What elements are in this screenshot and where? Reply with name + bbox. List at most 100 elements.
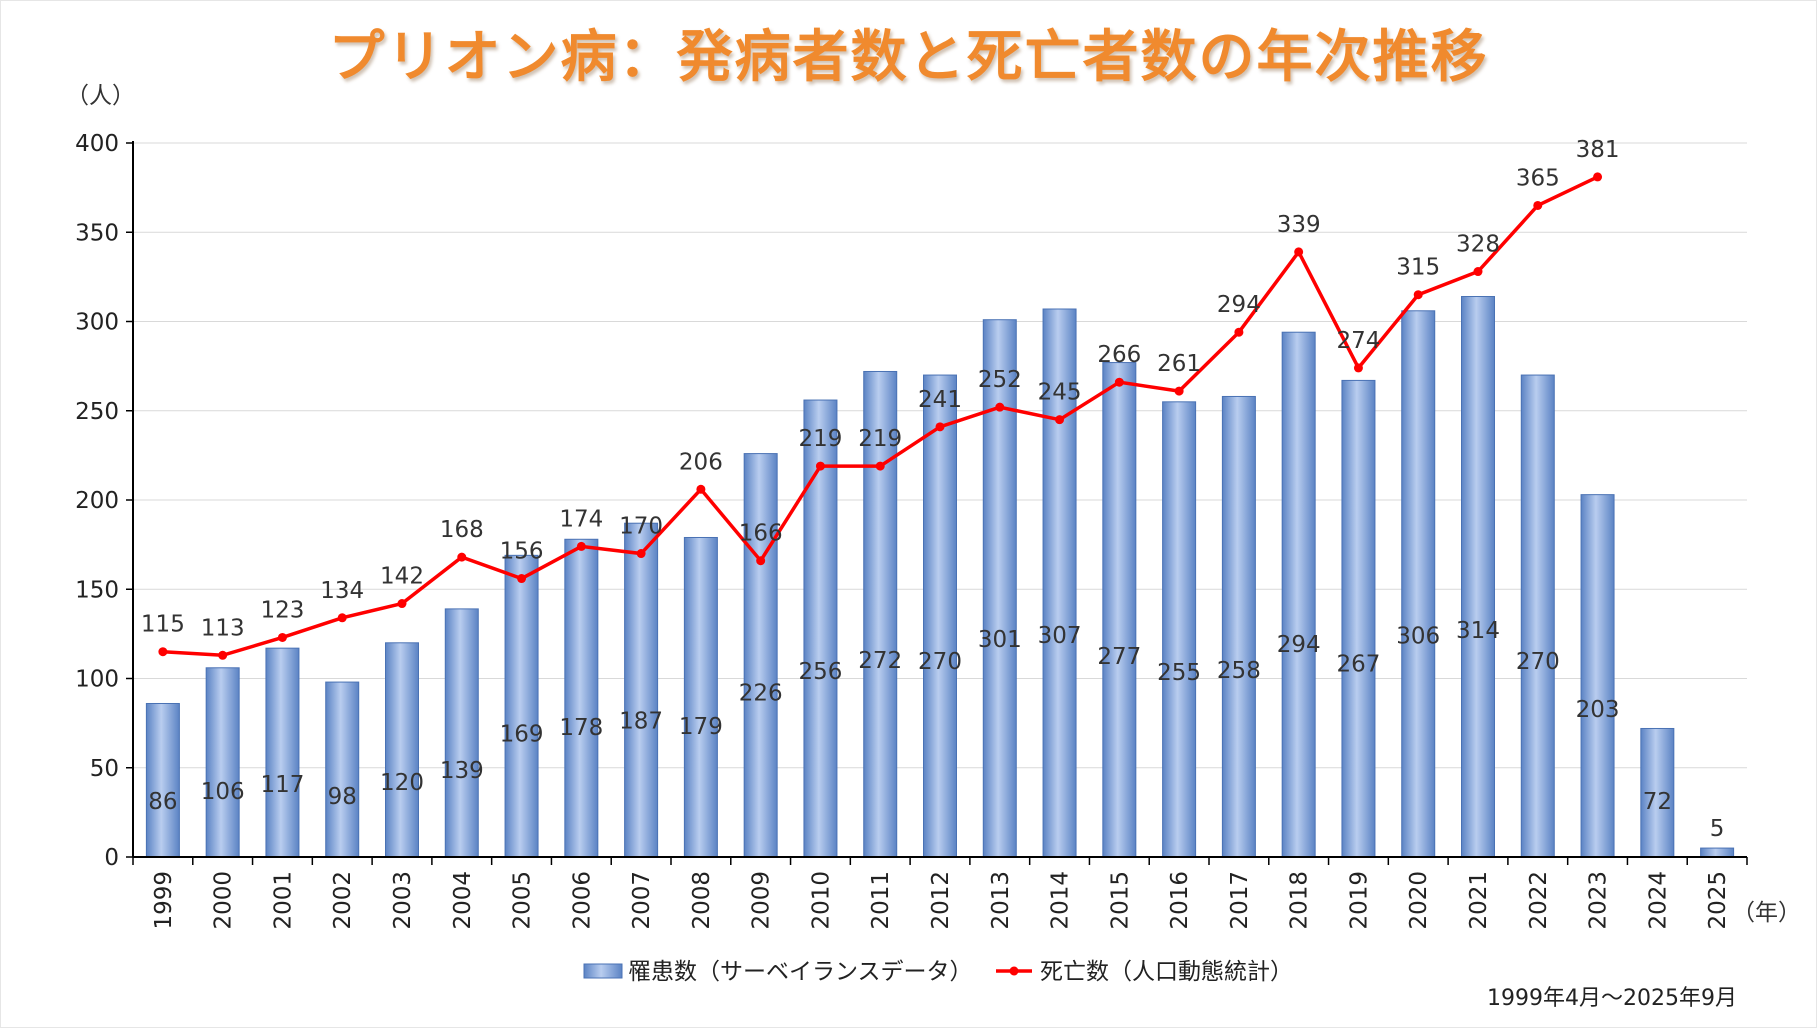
- bar: [863, 370, 898, 858]
- death-point: [1294, 247, 1304, 257]
- x-tick-label: 2025: [1705, 871, 1731, 930]
- line-value-label: 123: [260, 597, 304, 623]
- death-point: [935, 422, 945, 432]
- bar: [803, 399, 838, 858]
- x-tick-label: 2016: [1167, 871, 1193, 930]
- bar: [1580, 494, 1615, 858]
- death-point: [457, 552, 467, 562]
- line-value-label: 266: [1097, 342, 1141, 368]
- x-tick-label: 2021: [1466, 871, 1492, 930]
- bar: [1221, 395, 1256, 858]
- legend-bar-swatch: [583, 963, 623, 979]
- bar: [1401, 310, 1436, 858]
- bar-value-label: 139: [440, 758, 484, 784]
- bar: [923, 374, 957, 858]
- line-value-label: 134: [320, 578, 364, 604]
- line-value-label: 294: [1217, 292, 1261, 318]
- death-point: [875, 461, 885, 471]
- bar-value-label: 179: [679, 714, 723, 740]
- bar: [1640, 727, 1675, 858]
- line-value-label: 168: [440, 517, 484, 543]
- y-tick-label: 150: [75, 577, 119, 603]
- death-point: [158, 647, 168, 657]
- bar: [1162, 401, 1197, 858]
- bar-value-label: 86: [148, 789, 177, 815]
- bar-value-label: 270: [918, 649, 962, 675]
- bar-value-label: 301: [978, 627, 1022, 653]
- y-axis-label: （人）: [66, 83, 135, 109]
- death-point: [696, 484, 706, 494]
- line-value-label: 206: [679, 449, 723, 475]
- death-point: [1533, 200, 1543, 210]
- y-tick-label: 200: [75, 488, 119, 514]
- line-value-label: 166: [739, 521, 783, 547]
- x-tick-label: 2017: [1227, 871, 1253, 930]
- death-point: [815, 461, 825, 471]
- line-value-label: 241: [918, 387, 962, 413]
- line-value-label: 252: [978, 367, 1022, 393]
- line-value-label: 170: [619, 514, 663, 540]
- x-tick-label: 2005: [510, 871, 536, 930]
- x-tick-label: 2015: [1107, 871, 1133, 930]
- x-tick-label: 2001: [270, 871, 296, 930]
- bar-value-label: 203: [1576, 697, 1620, 723]
- bar: [1520, 374, 1555, 858]
- line-value-label: 142: [380, 564, 424, 590]
- line-value-label: 339: [1277, 212, 1321, 238]
- bar: [683, 536, 718, 858]
- legend-bar-label: 罹患数（サーベイランスデータ）: [628, 959, 973, 985]
- legend-line-marker: [1009, 966, 1019, 976]
- x-tick-label: 2023: [1586, 871, 1612, 930]
- death-point: [517, 574, 527, 584]
- death-point: [995, 402, 1005, 412]
- death-point: [1174, 386, 1184, 396]
- bar: [145, 702, 180, 858]
- x-tick-label: 2007: [629, 871, 655, 930]
- x-tick-label: 1999: [151, 871, 177, 930]
- x-tick-label: 2018: [1287, 871, 1313, 930]
- bar: [1700, 847, 1735, 858]
- line-value-label: 113: [201, 615, 245, 641]
- x-tick-label: 2009: [749, 871, 775, 930]
- bar-value-label: 226: [739, 681, 783, 707]
- line-value-label: 381: [1576, 137, 1620, 163]
- bar-value-label: 272: [858, 648, 902, 674]
- x-tick-label: 2012: [928, 871, 954, 930]
- bar-value-label: 120: [380, 770, 424, 796]
- line-value-label: 156: [500, 539, 544, 565]
- death-point: [1055, 415, 1065, 425]
- death-point: [576, 541, 586, 551]
- x-tick-label: 2019: [1346, 871, 1372, 930]
- bar: [1461, 296, 1495, 858]
- y-tick-label: 350: [75, 220, 119, 246]
- x-tick-label: 2002: [330, 871, 356, 930]
- y-tick-label: 50: [90, 756, 119, 782]
- chart-title: プリオン病：発病者数と死亡者数の年次推移: [328, 25, 1489, 90]
- x-tick-label: 2024: [1645, 871, 1671, 930]
- line-value-label: 328: [1456, 232, 1500, 258]
- death-point: [1114, 377, 1124, 387]
- line-value-label: 261: [1157, 351, 1201, 377]
- line-value-label: 274: [1336, 328, 1380, 354]
- bar-value-label: 187: [619, 708, 663, 734]
- line-value-label: 174: [559, 506, 603, 532]
- bar-value-label: 256: [798, 659, 842, 685]
- bar-value-label: 294: [1277, 632, 1321, 658]
- bar-value-label: 5: [1710, 816, 1725, 842]
- bar-value-label: 306: [1396, 624, 1440, 650]
- bar: [624, 522, 659, 858]
- death-point: [1234, 327, 1244, 337]
- x-tick-label: 2011: [868, 871, 894, 930]
- bar-value-label: 106: [201, 779, 245, 805]
- bar-value-label: 270: [1516, 649, 1560, 675]
- bar-value-label: 98: [328, 784, 357, 810]
- line-value-label: 115: [141, 612, 185, 638]
- bar: [1281, 331, 1316, 858]
- x-tick-label: 2013: [988, 871, 1014, 930]
- x-tick-label: 2022: [1526, 871, 1552, 930]
- bar: [385, 642, 419, 858]
- x-tick-label: 2008: [689, 871, 715, 930]
- bar-value-label: 267: [1336, 651, 1380, 677]
- bar-value-label: 178: [559, 715, 603, 741]
